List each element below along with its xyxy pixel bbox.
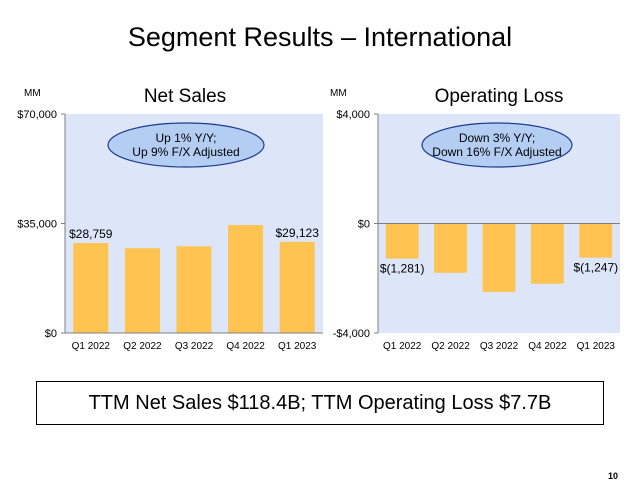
chart1-bar: [279, 241, 315, 333]
chart2-data-label: $(1,281): [380, 262, 425, 276]
chart2-y-tick-label: $4,000: [336, 109, 370, 121]
chart2-bar: [482, 223, 516, 292]
chart2-data-label: $(1,247): [573, 261, 618, 275]
chart2-y-tick-label: -$4,000: [333, 328, 370, 340]
chart1-x-tick-label: Q3 2022: [175, 341, 214, 352]
chart2-bar: [579, 223, 613, 258]
chart2-x-tick-label: Q2 2022: [431, 341, 470, 352]
chart1-data-label: $29,123: [276, 226, 320, 240]
chart2-y-tick-label: $0: [358, 219, 370, 231]
chart2-title: Operating Loss: [435, 86, 564, 107]
chart2-x-tick-label: Q1 2022: [383, 341, 422, 352]
chart1-x-tick-label: Q1 2023: [278, 341, 317, 352]
chart1-x-tick-label: Q4 2022: [226, 341, 265, 352]
chart2-bar: [385, 223, 419, 259]
chart1-x-tick-label: Q2 2022: [123, 341, 162, 352]
chart2-x-tick-label: Q3 2022: [480, 341, 519, 352]
chart2-x-tick-label: Q1 2023: [577, 341, 616, 352]
summary-text: TTM Net Sales $118.4B; TTM Operating Los…: [88, 391, 552, 414]
chart1-callout-text: Up 9% F/X Adjusted: [132, 145, 239, 159]
summary-box: TTM Net Sales $118.4B; TTM Operating Los…: [36, 381, 604, 425]
chart1-data-label: $28,759: [69, 227, 113, 241]
chart1-unit-label: MM: [24, 88, 41, 99]
chart2-unit-label: MM: [330, 88, 347, 99]
chart2-callout: [421, 122, 573, 168]
chart1-bar: [73, 243, 109, 333]
chart1-bar: [176, 246, 212, 333]
chart1-y-tick-label: $35,000: [17, 219, 57, 231]
chart2-callout-text: Down 16% F/X Adjusted: [432, 145, 561, 159]
page-number: 10: [607, 471, 618, 481]
chart1-x-tick-label: Q1 2022: [72, 341, 111, 352]
chart2-x-tick-label: Q4 2022: [528, 341, 567, 352]
chart1-bar: [124, 248, 160, 333]
chart2-bar: [434, 223, 468, 273]
chart2-callout-text: Down 3% Y/Y;: [459, 131, 535, 145]
chart1-callout-text: Up 1% Y/Y;: [155, 131, 216, 145]
chart1-callout: [107, 122, 265, 168]
chart1-y-tick-label: $70,000: [17, 109, 57, 121]
slide-title: Segment Results – International: [127, 22, 513, 52]
chart1-title: Net Sales: [144, 86, 226, 107]
chart1-bar: [228, 225, 264, 333]
chart1-y-tick-label: $0: [45, 328, 57, 340]
chart2-bar: [530, 223, 564, 284]
